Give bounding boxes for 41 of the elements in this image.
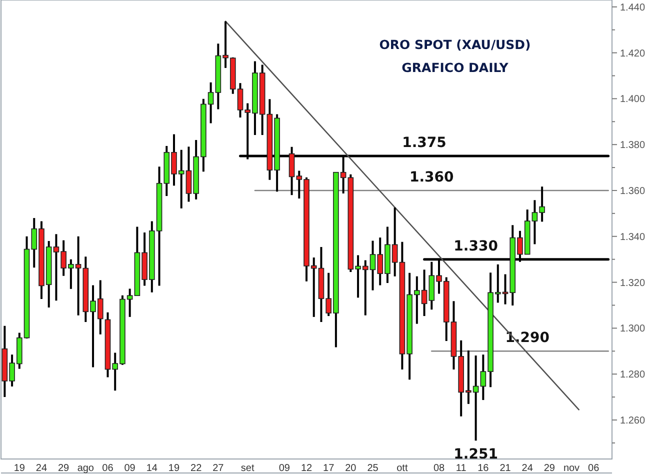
x-tick-label: 24	[36, 463, 48, 474]
x-tick-label: 25	[367, 463, 379, 474]
x-tick-label: 11	[456, 463, 467, 474]
x-tick-label: 20	[345, 463, 357, 474]
x-tick-label: 19	[14, 463, 26, 474]
x-tick-label: 22	[190, 463, 202, 474]
y-tick-label: 1.300	[620, 324, 646, 335]
series-label: 1.360	[409, 169, 454, 186]
y-tick-label: 1.360	[620, 186, 646, 197]
text: GRAFICO DAILY	[402, 60, 510, 75]
y-tick-label: 1.340	[620, 232, 646, 243]
x-tick-label: 29	[544, 463, 556, 474]
x-tick-label: 14	[146, 463, 158, 474]
x-tick-label: 12	[300, 463, 312, 474]
y-tick-label: 1.260	[620, 415, 646, 426]
x-tick-label: 21	[500, 463, 512, 474]
y-tick-label: 1.420	[620, 48, 646, 60]
x-tick-label: 19	[168, 463, 180, 474]
text: ORO SPOT (XAU/USD)	[379, 37, 531, 52]
x-tick-label: 24	[522, 463, 534, 474]
series-label: 1.330	[454, 238, 498, 254]
x-tick-label: 27	[212, 463, 224, 474]
x-tick-label: nov	[563, 463, 580, 474]
y-tick-label: 1.320	[620, 278, 646, 289]
y-tick-label: 1.380	[620, 140, 646, 152]
x-tick-label: 08	[433, 463, 446, 474]
x-tick-label: 06	[102, 463, 114, 474]
annotation: 1.251	[454, 446, 498, 463]
x-tick-label: ago	[77, 463, 94, 474]
x-tick-label: 16	[478, 463, 490, 474]
x-tick-label: set	[240, 463, 254, 474]
y-tick-label: 1.440	[620, 2, 646, 14]
x-tick-label: 09	[124, 463, 136, 474]
series-label: 1.375	[402, 135, 446, 152]
x-tick-label: 06	[588, 463, 600, 474]
x-tick-label: ott	[396, 463, 408, 474]
y-tick-label: 1.280	[620, 370, 646, 381]
y-tick-label: 1.400	[620, 94, 646, 106]
x-tick-label: 09	[278, 463, 290, 474]
x-tick-label: 17	[323, 463, 335, 474]
x-tick-label: 29	[58, 463, 70, 474]
